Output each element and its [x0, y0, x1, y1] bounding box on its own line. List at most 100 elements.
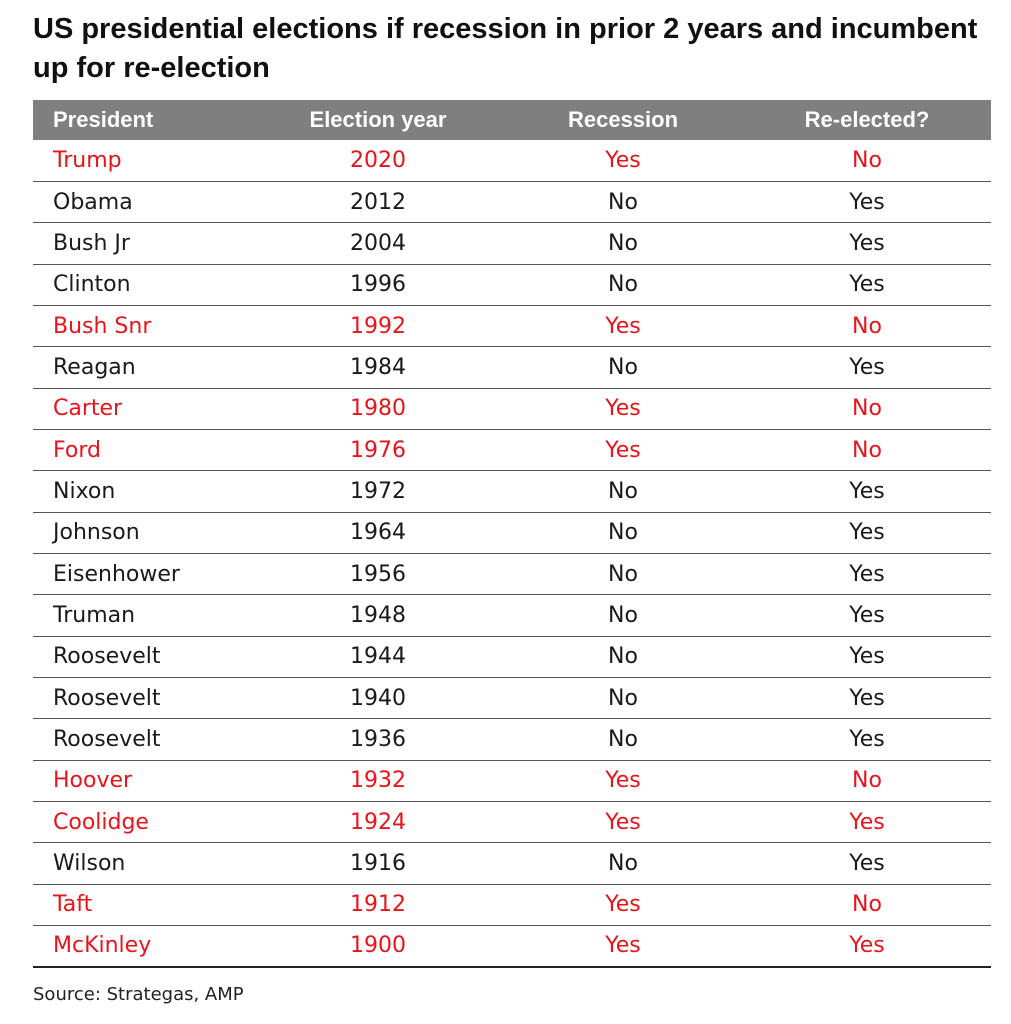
cell-re-elected: Yes	[849, 561, 885, 587]
table-row: Taft 1912 Yes No	[33, 884, 991, 926]
cell-recession: No	[608, 272, 638, 298]
cell-re-elected: Yes	[849, 602, 885, 628]
cell-re-elected: Yes	[849, 685, 885, 711]
cell-president: Eisenhower	[53, 561, 180, 587]
cell-re-elected: No	[852, 313, 882, 339]
cell-election-year: 1900	[350, 933, 406, 959]
cell-president: Roosevelt	[53, 644, 161, 670]
cell-president: Bush Snr	[53, 313, 152, 339]
cell-election-year: 2012	[350, 189, 406, 215]
table-row: Wilson 1916 No Yes	[33, 843, 991, 885]
table-row: Obama 2012 No Yes	[33, 181, 991, 223]
cell-election-year: 1924	[350, 809, 406, 835]
cell-election-year: 1992	[350, 313, 406, 339]
cell-election-year: 1972	[350, 478, 406, 504]
cell-president: Roosevelt	[53, 685, 161, 711]
cell-re-elected: Yes	[849, 354, 885, 380]
table-row: Ford 1976 Yes No	[33, 429, 991, 471]
cell-election-year: 1996	[350, 272, 406, 298]
header-re-elected: Re-elected?	[804, 107, 930, 132]
header-recession: Recession	[567, 107, 679, 132]
cell-election-year: 2004	[350, 230, 406, 256]
cell-election-year: 1980	[350, 396, 406, 422]
cell-re-elected: No	[852, 437, 882, 463]
cell-president: Ford	[53, 437, 101, 463]
table-row: Nixon 1972 No Yes	[33, 471, 991, 513]
page-title: US presidential elections if recession i…	[33, 13, 978, 84]
cell-recession: Yes	[605, 437, 641, 463]
cell-re-elected: No	[852, 147, 882, 173]
cell-election-year: 1912	[350, 892, 406, 918]
table-row: Roosevelt 1944 No Yes	[33, 636, 991, 678]
cell-re-elected: Yes	[849, 933, 885, 959]
cell-re-elected: No	[852, 892, 882, 918]
cell-president: Clinton	[53, 272, 131, 298]
cell-re-elected: Yes	[849, 851, 885, 877]
cell-re-elected: No	[852, 768, 882, 794]
cell-recession: No	[608, 189, 638, 215]
table-row: Bush Jr 2004 No Yes	[33, 223, 991, 265]
cell-re-elected: Yes	[849, 272, 885, 298]
cell-election-year: 1944	[350, 644, 406, 670]
cell-election-year: 1964	[350, 520, 406, 546]
cell-recession: No	[608, 354, 638, 380]
cell-election-year: 1936	[350, 726, 406, 752]
cell-re-elected: Yes	[849, 478, 885, 504]
table-header: President Election year Recession Re-ele…	[33, 100, 991, 140]
cell-president: Taft	[53, 892, 93, 918]
cell-recession: No	[608, 561, 638, 587]
cell-election-year: 2020	[350, 147, 406, 173]
cell-recession: No	[608, 685, 638, 711]
cell-recession: Yes	[605, 147, 641, 173]
table-header-row: President Election year Recession Re-ele…	[33, 100, 991, 140]
cell-recession: Yes	[605, 396, 641, 422]
table-row: Roosevelt 1940 No Yes	[33, 677, 991, 719]
cell-election-year: 1916	[350, 851, 406, 877]
cell-president: Johnson	[53, 520, 140, 546]
cell-recession: Yes	[605, 933, 641, 959]
table-row: McKinley 1900 Yes Yes	[33, 926, 991, 967]
cell-president: Hoover	[53, 768, 133, 794]
cell-election-year: 1932	[350, 768, 406, 794]
cell-re-elected: Yes	[849, 809, 885, 835]
cell-president: Coolidge	[53, 809, 149, 835]
cell-election-year: 1940	[350, 685, 406, 711]
cell-re-elected: No	[852, 396, 882, 422]
cell-re-elected: Yes	[849, 644, 885, 670]
cell-recession: No	[608, 520, 638, 546]
cell-president: McKinley	[53, 933, 152, 959]
cell-recession: No	[608, 644, 638, 670]
cell-recession: No	[608, 851, 638, 877]
table-row: Roosevelt 1936 No Yes	[33, 719, 991, 761]
cell-re-elected: Yes	[849, 520, 885, 546]
cell-president: Nixon	[53, 478, 116, 504]
cell-president: Truman	[53, 602, 136, 628]
table-row: Reagan 1984 No Yes	[33, 347, 991, 389]
cell-election-year: 1976	[350, 437, 406, 463]
cell-president: Wilson	[53, 851, 126, 877]
cell-recession: No	[608, 478, 638, 504]
source-note: Source: Strategas, AMP	[33, 984, 244, 1005]
table-row: Carter 1980 Yes No	[33, 388, 991, 430]
elections-table-container: President Election year Recession Re-ele…	[33, 100, 991, 968]
header-president: President	[53, 107, 154, 132]
table-row: Eisenhower 1956 No Yes	[33, 553, 991, 595]
table-row: Johnson 1964 No Yes	[33, 512, 991, 554]
cell-recession: Yes	[605, 892, 641, 918]
cell-election-year: 1984	[350, 354, 406, 380]
table-row: Trump 2020 Yes No	[33, 140, 991, 182]
table-body: Trump 2020 Yes No Obama 2012 No Yes Bush Jr 2004 N…	[33, 140, 991, 967]
cell-recession: Yes	[605, 809, 641, 835]
cell-election-year: 1956	[350, 561, 406, 587]
table-row: Clinton 1996 No Yes	[33, 264, 991, 306]
cell-re-elected: Yes	[849, 726, 885, 752]
cell-president: Bush Jr	[53, 230, 130, 256]
cell-election-year: 1948	[350, 602, 406, 628]
cell-president: Trump	[53, 147, 122, 173]
header-election-year: Election year	[309, 107, 447, 132]
cell-president: Roosevelt	[53, 726, 161, 752]
cell-recession: Yes	[605, 313, 641, 339]
table-row: Truman 1948 No Yes	[33, 595, 991, 637]
cell-president: Obama	[53, 189, 133, 215]
cell-recession: No	[608, 230, 638, 256]
